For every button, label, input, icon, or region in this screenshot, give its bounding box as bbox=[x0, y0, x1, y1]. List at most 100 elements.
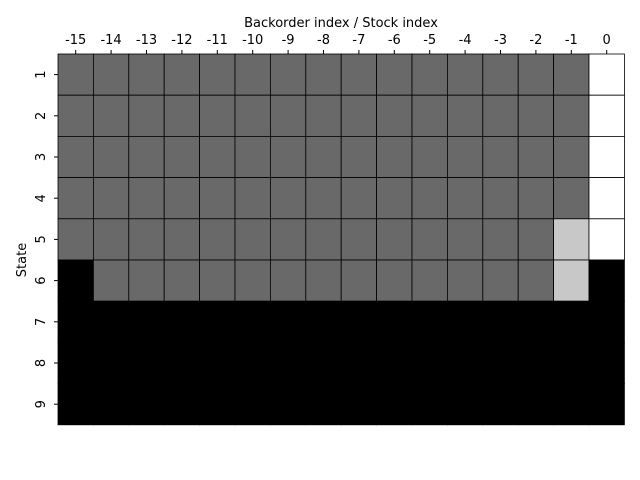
heatmap-cell-r4-c-10 bbox=[234, 177, 271, 220]
heatmap-cell-r9-c-13 bbox=[128, 383, 165, 426]
heatmap-cell-r9-c-15 bbox=[57, 383, 94, 426]
y-tick-label: 1 bbox=[34, 70, 49, 78]
heatmap-cell-r4-c-14 bbox=[93, 177, 130, 220]
heatmap-cell-r7-c-7 bbox=[340, 300, 378, 343]
heatmap-cell-r8-c0 bbox=[588, 341, 625, 384]
heatmap-cell-r9-c-14 bbox=[93, 383, 130, 426]
heatmap-cell-r7-c-6 bbox=[376, 300, 413, 343]
heatmap-cell-r9-c-12 bbox=[163, 383, 200, 426]
heatmap-cell-r6-c-14 bbox=[93, 259, 130, 302]
x-tick-label: -8 bbox=[317, 33, 330, 48]
heatmap-cell-r8-c-14 bbox=[93, 341, 130, 384]
heatmap-cell-r4-c-1 bbox=[553, 177, 590, 220]
heatmap-cell-r7-c-5 bbox=[411, 300, 448, 343]
heatmap-cell-r4-c-12 bbox=[163, 177, 200, 220]
heatmap-cell-r6-c-6 bbox=[376, 259, 413, 302]
heatmap-cell-r8-c-8 bbox=[305, 341, 342, 384]
heatmap-cell-r8-c-7 bbox=[340, 341, 378, 384]
heatmap-cell-r2-c-14 bbox=[93, 94, 130, 137]
y-tick-label: 4 bbox=[34, 194, 49, 202]
heatmap-cell-r2-c-5 bbox=[411, 94, 448, 137]
heatmap-cell-r5-c-9 bbox=[269, 218, 307, 261]
heatmap-cell-r3-c-11 bbox=[199, 135, 236, 178]
heatmap-cell-r9-c-2 bbox=[517, 383, 555, 426]
heatmap-cell-r7-c-4 bbox=[446, 300, 484, 343]
x-tick-label: -6 bbox=[388, 33, 401, 48]
heatmap-cell-r1-c-14 bbox=[93, 53, 130, 96]
heatmap-cell-r8-c-4 bbox=[446, 341, 484, 384]
heatmap-cell-r2-c-1 bbox=[553, 94, 590, 137]
heatmap-cell-r3-c-3 bbox=[482, 135, 519, 178]
heatmap-cell-r4-c0 bbox=[588, 177, 625, 220]
heatmap-cell-r9-c-5 bbox=[411, 383, 448, 426]
heatmap-cell-r4-c-7 bbox=[340, 177, 378, 220]
heatmap-cell-r1-c-1 bbox=[553, 53, 590, 96]
heatmap-cell-r3-c-1 bbox=[553, 135, 590, 178]
heatmap-cell-r7-c-11 bbox=[199, 300, 236, 343]
heatmap-cell-r6-c-12 bbox=[163, 259, 200, 302]
heatmap-cell-r9-c-9 bbox=[269, 383, 307, 426]
heatmap-cell-r5-c-3 bbox=[482, 218, 519, 261]
heatmap-cell-r4-c-6 bbox=[376, 177, 413, 220]
heatmap-cell-r6-c-11 bbox=[199, 259, 236, 302]
heatmap-cell-r5-c-2 bbox=[517, 218, 555, 261]
heatmap-cell-r3-c0 bbox=[588, 135, 625, 178]
heatmap-cell-r7-c-9 bbox=[269, 300, 307, 343]
heatmap-cell-r4-c-8 bbox=[305, 177, 342, 220]
heatmap-cell-r7-c-14 bbox=[93, 300, 130, 343]
heatmap-cell-r4-c-2 bbox=[517, 177, 555, 220]
heatmap-cell-r9-c-6 bbox=[376, 383, 413, 426]
heatmap-cell-r5-c-10 bbox=[234, 218, 271, 261]
heatmap-cell-r9-c-7 bbox=[340, 383, 378, 426]
heatmap-cell-r2-c-2 bbox=[517, 94, 555, 137]
heatmap-cell-r6-c-3 bbox=[482, 259, 519, 302]
heatmap-cell-r5-c-5 bbox=[411, 218, 448, 261]
heatmap-cell-r1-c-2 bbox=[517, 53, 555, 96]
heatmap-cell-r2-c-4 bbox=[446, 94, 484, 137]
heatmap-cell-r3-c-6 bbox=[376, 135, 413, 178]
heatmap-cell-r8-c-10 bbox=[234, 341, 271, 384]
heatmap-cell-r4-c-11 bbox=[199, 177, 236, 220]
heatmap-cell-r1-c-11 bbox=[199, 53, 236, 96]
heatmap-cell-r8-c-3 bbox=[482, 341, 519, 384]
heatmap-cell-r4-c-4 bbox=[446, 177, 484, 220]
heatmap-cell-r9-c0 bbox=[588, 383, 625, 426]
heatmap-cell-r5-c-8 bbox=[305, 218, 342, 261]
x-tick-label: -3 bbox=[494, 33, 507, 48]
heatmap-cell-r9-c-8 bbox=[305, 383, 342, 426]
heatmap-cell-r2-c-11 bbox=[199, 94, 236, 137]
heatmap-cell-r2-c0 bbox=[588, 94, 625, 137]
heatmap-cell-r2-c-3 bbox=[482, 94, 519, 137]
heatmap-cell-r7-c-13 bbox=[128, 300, 165, 343]
x-tick-labels: -15 -14 -13 -12 -11 -10 -9 -8 -7 -6 -5 -4 -3 -2 -1 0 bbox=[65, 33, 611, 54]
heatmap-cell-r1-c-3 bbox=[482, 53, 519, 96]
heatmap-cell-r3-c-13 bbox=[128, 135, 165, 178]
heatmap-cell-r5-c-14 bbox=[93, 218, 130, 261]
heatmap-cell-r9-c-10 bbox=[234, 383, 271, 426]
heatmap-cell-r7-c0 bbox=[588, 300, 625, 343]
heatmap-cell-r6-c-2 bbox=[517, 259, 555, 302]
heatmap-cell-r9-c-4 bbox=[446, 383, 484, 426]
heatmap-cell-r1-c-13 bbox=[128, 53, 165, 96]
heatmap-cell-r1-c-5 bbox=[411, 53, 448, 96]
y-tick-label: 2 bbox=[34, 112, 49, 120]
heatmap-cell-r1-c-12 bbox=[163, 53, 200, 96]
heatmap-cell-r9-c-3 bbox=[482, 383, 519, 426]
heatmap-cell-r5-c-11 bbox=[199, 218, 236, 261]
heatmap-cell-r3-c-9 bbox=[269, 135, 307, 178]
x-tick-label: -13 bbox=[136, 33, 157, 48]
heatmap-cell-r7-c-2 bbox=[517, 300, 555, 343]
heatmap-cell-r5-c-13 bbox=[128, 218, 165, 261]
heatmap-cell-r8-c-2 bbox=[517, 341, 555, 384]
heatmap-cell-r2-c-8 bbox=[305, 94, 342, 137]
heatmap-cell-r7-c-15 bbox=[57, 300, 94, 343]
heatmap-cell-r5-c-4 bbox=[446, 218, 484, 261]
heatmap-cell-r2-c-13 bbox=[128, 94, 165, 137]
heatmap-cell-r1-c-8 bbox=[305, 53, 342, 96]
heatmap-cell-r2-c-7 bbox=[340, 94, 378, 137]
y-tick-label: 5 bbox=[34, 235, 49, 243]
heatmap-cell-r2-c-10 bbox=[234, 94, 271, 137]
heatmap-cell-r6-c-8 bbox=[305, 259, 342, 302]
heatmap-cell-r6-c-4 bbox=[446, 259, 484, 302]
heatmap-cell-r3-c-10 bbox=[234, 135, 271, 178]
